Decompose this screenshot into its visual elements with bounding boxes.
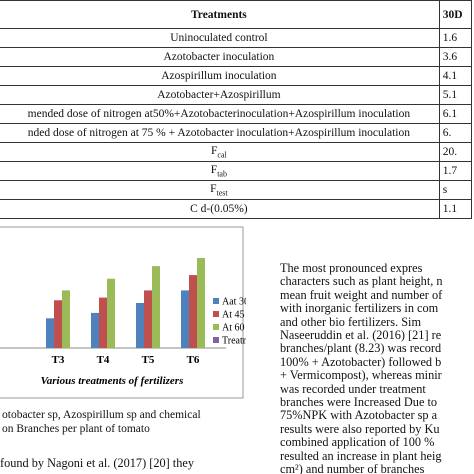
cell-subscript: cal [217,150,227,160]
table-row: mended dose of nitrogen at50%+Azotobacte… [0,104,473,124]
cell-text: Uninoculated control [170,32,268,44]
bar [54,300,62,348]
cell-text: C d-(0.05%) [190,203,248,215]
treatment-cell: Fcal [0,142,440,162]
table-row: C d-(0.05%) 1.1 [0,199,473,219]
body-text: was recorded under treatment [280,381,426,396]
treatment-cell: mended dose of nitrogen at50%+Azotobacte… [0,104,440,124]
cell-text: mended dose of nitrogen at50%+Azotobacte… [27,108,411,120]
table-row: Azotobacter inoculation 3.6 [0,47,473,67]
x-tick-label: T5 [142,354,155,366]
value-cell: 5.1 [438,85,473,105]
legend-swatch [213,311,219,317]
body-text: branches were Increased Due to [280,395,438,409]
body-text: and other bio fertilizers. Sim [280,314,422,329]
bar [181,290,189,348]
legend-label: Aat 30 days [222,297,246,308]
value-cell: 20. [438,142,473,162]
body-text: found by Nagoni et al. (2017) [20] they [0,456,194,470]
legend-label: Treatments [222,336,246,347]
body-text: characters such as plant height, n [280,274,443,289]
bar [144,290,152,348]
treatment-cell: Ftest [0,180,440,200]
body-text: combined application of 100 % [280,435,435,450]
body-text: The most pronounced expres [280,261,423,275]
treatment-cell: nded dose of nitrogen at 75 % + Azotobac… [0,123,440,143]
value-cell: s [438,180,473,200]
body-text: 75%NPK with Azotobacter sp a [280,408,438,423]
cell-text: Azotobacter+Azospirillum [157,89,281,101]
cell-subscript: tab [217,169,227,179]
caption-line: on Branches per plant of tomato [2,423,150,435]
value-cell: 1.7 [438,161,473,181]
body-text: with inorganic fertilizers in com [280,301,439,316]
x-tick-label: T3 [52,354,65,366]
treatment-cell: Azospirillum inoculation [0,66,440,86]
bar [152,266,160,348]
legend-swatch [213,337,219,343]
caption-line: otobacter sp, Azospirillum sp and chemic… [2,409,201,421]
table-row: Fcal 20. [0,142,473,162]
value-cell: 6. [438,123,473,143]
cell-text: F [210,182,217,195]
results-table: Treatments 30D Uninoculated control 1.6 Az… [0,0,473,219]
bar [99,297,107,348]
table-row: Azospirillum inoculation 4.1 [0,66,473,86]
body-text: + Vermicompost), whereas minir [280,368,442,383]
cell-text: Azotobacter inoculation [163,51,275,63]
bar [197,258,205,348]
header-cell: Treatments [0,0,440,29]
bar [46,318,54,348]
legend-swatch [213,298,219,304]
body-text: mean fruit weight and number of [280,287,443,302]
table-row: Uninoculated control 1.6 [0,28,473,48]
treatment-cell: Ftab [0,161,440,181]
bar [107,278,115,348]
value-cell: 3.6 [438,47,473,67]
value-cell: 6.1 [438,104,473,124]
legend-label: At 45 days [222,310,246,321]
value-cell: 1.1 [438,199,473,219]
header-cell: 30D [438,0,473,29]
value-cell: 4.1 [438,66,473,86]
legend-label: At 60 days [222,323,246,334]
table-row: nded dose of nitrogen at 75 % + Azotobac… [0,123,473,143]
cell-subscript: test [216,188,228,198]
chart-border [0,226,244,399]
treatment-cell: Azotobacter inoculation [0,47,440,67]
bar [91,312,99,348]
body-text: resulted an increase in plant heig [280,448,442,463]
cell-text: F [211,144,218,157]
treatment-cell: Azotobacter+Azospirillum [0,85,440,105]
x-tick-label: T6 [187,354,200,366]
treatment-cell: Uninoculated control [0,28,440,48]
x-tick-label: T4 [97,354,110,366]
bar [136,303,144,348]
body-text: 100% + Azotobacter) followed b [280,354,442,369]
treatment-cell: C d-(0.05%) [0,199,440,219]
cell-text: Azospirillum inoculation [161,70,277,82]
table-row: Azotobacter+Azospirillum 5.1 [0,85,473,105]
value-cell: 1.6 [438,28,473,48]
body-text: cm²) and number of branches [280,462,425,474]
table-row: Ftab 1.7 [0,161,473,181]
body-text: Naseeruddin et al. (2016) [21] re [280,328,442,342]
body-text: branches/plant (8.23) was record [280,341,442,356]
cell-text: F [210,163,218,176]
x-axis-title: Various treatments of fertilizers [41,375,184,387]
bar [62,290,70,348]
legend-swatch [213,324,219,330]
bar [189,275,197,348]
body-text: results were also reported by Ku [280,421,440,436]
table-row: Ftest s [0,180,473,200]
cell-text: nded dose of nitrogen at 75 % + Azotobac… [27,127,410,139]
